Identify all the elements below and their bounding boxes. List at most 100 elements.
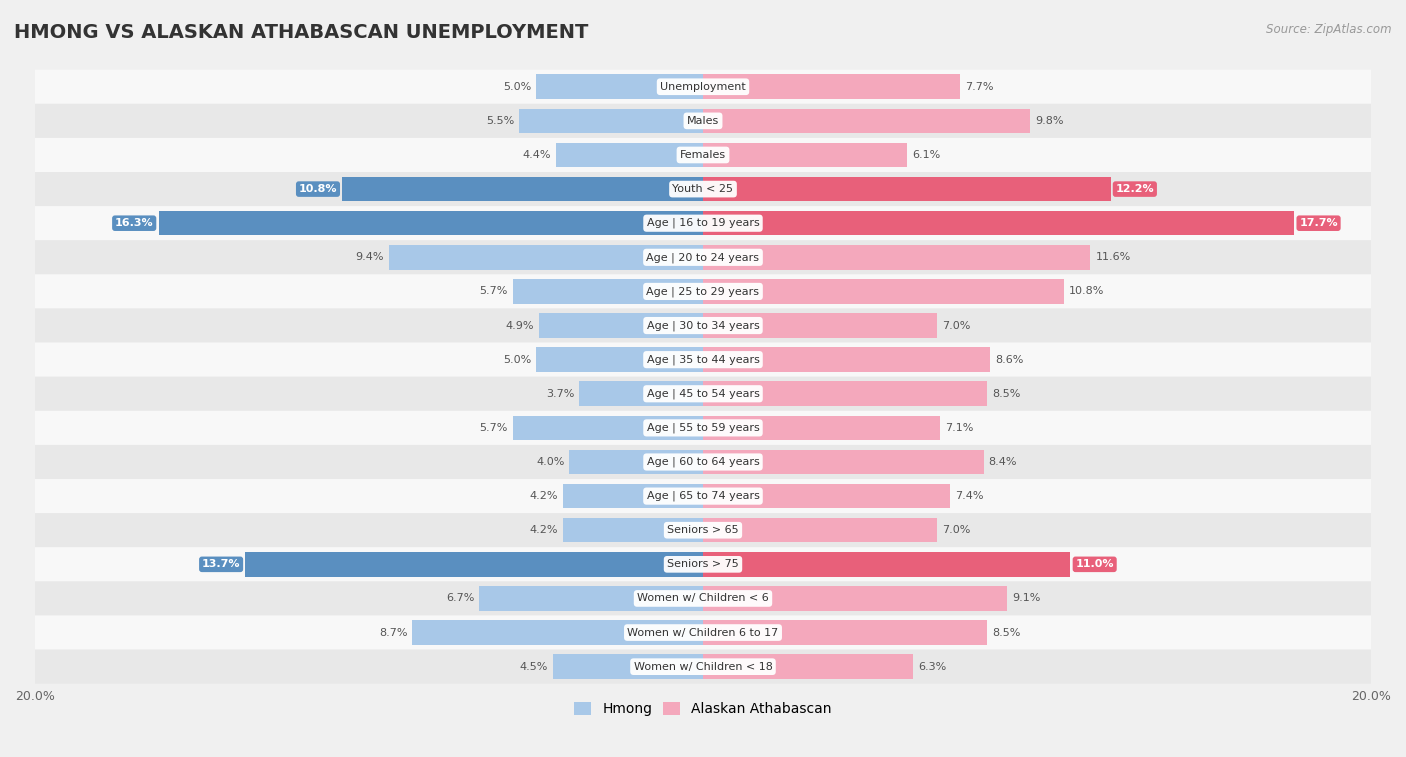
Bar xyxy=(553,654,703,679)
Bar xyxy=(703,313,936,338)
Text: 9.8%: 9.8% xyxy=(1035,116,1064,126)
FancyBboxPatch shape xyxy=(35,70,1371,104)
Text: 6.3%: 6.3% xyxy=(918,662,946,671)
Text: Age | 65 to 74 years: Age | 65 to 74 years xyxy=(647,491,759,501)
Bar xyxy=(703,279,1064,304)
Text: 10.8%: 10.8% xyxy=(298,184,337,194)
Legend: Hmong, Alaskan Athabascan: Hmong, Alaskan Athabascan xyxy=(569,696,837,721)
Text: 8.5%: 8.5% xyxy=(993,389,1021,399)
Bar xyxy=(703,484,950,509)
Text: 4.9%: 4.9% xyxy=(506,320,534,331)
Text: 16.3%: 16.3% xyxy=(115,218,153,228)
Text: 4.0%: 4.0% xyxy=(536,457,564,467)
Bar xyxy=(703,347,990,372)
Text: 5.0%: 5.0% xyxy=(503,82,531,92)
Text: 8.4%: 8.4% xyxy=(988,457,1017,467)
FancyBboxPatch shape xyxy=(35,377,1371,411)
Text: 11.6%: 11.6% xyxy=(1095,252,1130,263)
Bar xyxy=(579,382,703,406)
FancyBboxPatch shape xyxy=(35,615,1371,650)
Text: 8.7%: 8.7% xyxy=(378,628,408,637)
Text: 17.7%: 17.7% xyxy=(1299,218,1339,228)
Text: Women w/ Children < 18: Women w/ Children < 18 xyxy=(634,662,772,671)
Bar xyxy=(703,211,1295,235)
Bar xyxy=(513,416,703,440)
Bar xyxy=(703,450,984,475)
Text: 9.1%: 9.1% xyxy=(1012,593,1040,603)
FancyBboxPatch shape xyxy=(35,343,1371,377)
Text: 7.0%: 7.0% xyxy=(942,525,970,535)
Bar xyxy=(342,177,703,201)
Text: Seniors > 65: Seniors > 65 xyxy=(668,525,738,535)
Text: Seniors > 75: Seniors > 75 xyxy=(666,559,740,569)
Text: Women w/ Children 6 to 17: Women w/ Children 6 to 17 xyxy=(627,628,779,637)
Bar xyxy=(246,552,703,577)
Text: 11.0%: 11.0% xyxy=(1076,559,1114,569)
Text: 9.4%: 9.4% xyxy=(356,252,384,263)
Text: Unemployment: Unemployment xyxy=(661,82,745,92)
FancyBboxPatch shape xyxy=(35,104,1371,138)
Bar xyxy=(159,211,703,235)
Bar xyxy=(412,620,703,645)
Bar xyxy=(389,245,703,269)
FancyBboxPatch shape xyxy=(35,513,1371,547)
Text: 4.2%: 4.2% xyxy=(529,525,558,535)
Bar xyxy=(703,416,941,440)
Text: HMONG VS ALASKAN ATHABASCAN UNEMPLOYMENT: HMONG VS ALASKAN ATHABASCAN UNEMPLOYMENT xyxy=(14,23,589,42)
Text: Age | 55 to 59 years: Age | 55 to 59 years xyxy=(647,422,759,433)
Text: 12.2%: 12.2% xyxy=(1115,184,1154,194)
Bar xyxy=(703,177,1111,201)
Text: 6.1%: 6.1% xyxy=(911,150,941,160)
Bar xyxy=(513,279,703,304)
Text: Age | 60 to 64 years: Age | 60 to 64 years xyxy=(647,456,759,467)
Text: 7.0%: 7.0% xyxy=(942,320,970,331)
FancyBboxPatch shape xyxy=(35,138,1371,172)
Text: 5.0%: 5.0% xyxy=(503,355,531,365)
Text: Source: ZipAtlas.com: Source: ZipAtlas.com xyxy=(1267,23,1392,36)
FancyBboxPatch shape xyxy=(35,274,1371,309)
Text: 6.7%: 6.7% xyxy=(446,593,474,603)
FancyBboxPatch shape xyxy=(35,309,1371,343)
Text: Youth < 25: Youth < 25 xyxy=(672,184,734,194)
Bar xyxy=(555,143,703,167)
Bar xyxy=(536,347,703,372)
Text: 8.5%: 8.5% xyxy=(993,628,1021,637)
FancyBboxPatch shape xyxy=(35,479,1371,513)
FancyBboxPatch shape xyxy=(35,411,1371,445)
Text: Age | 30 to 34 years: Age | 30 to 34 years xyxy=(647,320,759,331)
Bar xyxy=(703,382,987,406)
Text: 7.7%: 7.7% xyxy=(965,82,994,92)
Text: Age | 35 to 44 years: Age | 35 to 44 years xyxy=(647,354,759,365)
Bar xyxy=(703,245,1091,269)
Bar xyxy=(703,108,1031,133)
Text: 7.4%: 7.4% xyxy=(955,491,984,501)
Bar xyxy=(540,313,703,338)
Bar xyxy=(703,552,1070,577)
FancyBboxPatch shape xyxy=(35,445,1371,479)
Text: Males: Males xyxy=(688,116,718,126)
Text: 4.2%: 4.2% xyxy=(529,491,558,501)
Text: 3.7%: 3.7% xyxy=(546,389,575,399)
Text: Age | 45 to 54 years: Age | 45 to 54 years xyxy=(647,388,759,399)
Text: 4.5%: 4.5% xyxy=(519,662,548,671)
Text: Age | 16 to 19 years: Age | 16 to 19 years xyxy=(647,218,759,229)
Bar xyxy=(703,654,914,679)
Bar xyxy=(519,108,703,133)
Bar xyxy=(703,620,987,645)
Text: 7.1%: 7.1% xyxy=(945,423,973,433)
Bar xyxy=(562,484,703,509)
FancyBboxPatch shape xyxy=(35,172,1371,206)
Text: 5.5%: 5.5% xyxy=(486,116,515,126)
FancyBboxPatch shape xyxy=(35,240,1371,274)
FancyBboxPatch shape xyxy=(35,650,1371,684)
Text: 8.6%: 8.6% xyxy=(995,355,1024,365)
Bar xyxy=(569,450,703,475)
Bar xyxy=(703,586,1007,611)
Text: 5.7%: 5.7% xyxy=(479,423,508,433)
Bar xyxy=(703,74,960,99)
Bar xyxy=(703,518,936,543)
Text: Age | 25 to 29 years: Age | 25 to 29 years xyxy=(647,286,759,297)
Bar xyxy=(479,586,703,611)
Text: 4.4%: 4.4% xyxy=(523,150,551,160)
Text: 13.7%: 13.7% xyxy=(202,559,240,569)
